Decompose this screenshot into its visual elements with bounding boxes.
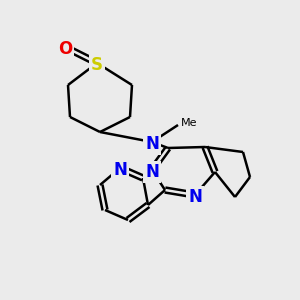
Text: N: N xyxy=(145,135,159,153)
Text: N: N xyxy=(188,188,202,206)
Text: Me: Me xyxy=(181,118,197,128)
Text: N: N xyxy=(145,163,159,181)
Text: S: S xyxy=(91,56,103,74)
Text: N: N xyxy=(113,161,127,179)
Text: O: O xyxy=(58,40,72,58)
